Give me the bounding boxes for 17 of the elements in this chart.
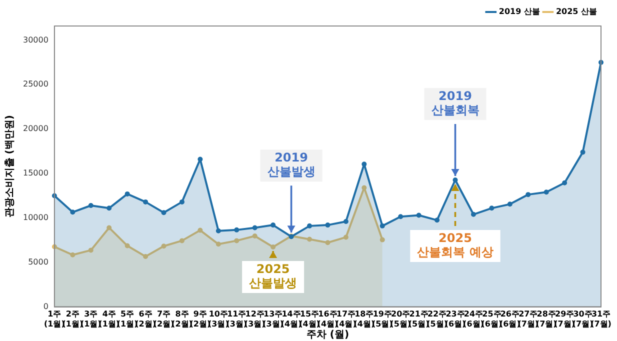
y-tick-label: 20000	[22, 124, 48, 134]
annotation: 2025 산불회복 예상	[417, 231, 494, 260]
annotation: 2025 산불발생	[249, 262, 298, 290]
x-tick-label: 31주 (7월)	[590, 310, 612, 328]
y-tick-label: 10000	[22, 213, 48, 222]
x-tick-label: 1주 (1월)	[44, 310, 65, 328]
y-tick-label: 15000	[22, 168, 48, 178]
legend-label: 2019 산불	[498, 7, 540, 16]
y-axis-title: 관광소비지출 (백만원)	[4, 115, 16, 218]
annotation: 2019 산불발생	[267, 150, 316, 179]
y-tick-label: 5000	[28, 257, 48, 266]
y-tick-label: 0	[43, 302, 48, 311]
legend-label: 2025 산불	[556, 7, 598, 16]
y-tick-label: 30000	[22, 35, 48, 44]
annotation: 2019 산불회복	[431, 89, 480, 118]
x-axis-title: 주차 (월)	[306, 330, 350, 341]
y-tick-label: 25000	[22, 80, 48, 89]
